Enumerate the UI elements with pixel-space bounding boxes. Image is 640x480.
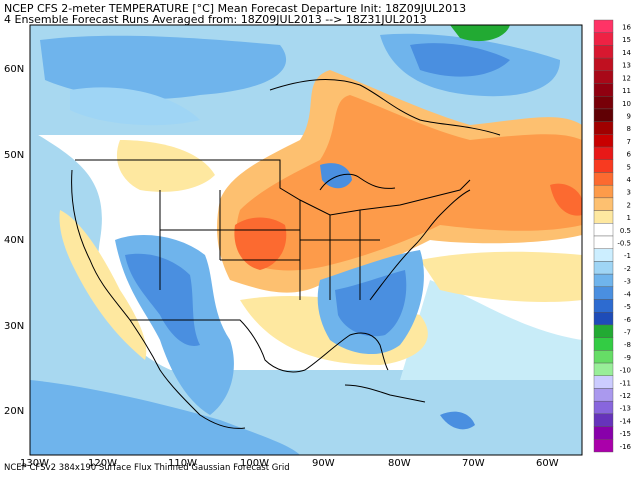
lon-label: 70W xyxy=(462,458,485,469)
colorbar-swatch xyxy=(593,159,614,173)
colorbar-swatch xyxy=(593,235,614,249)
colorbar-label: 11 xyxy=(622,87,631,95)
map-frame xyxy=(29,24,583,456)
colorbar-swatch xyxy=(593,223,614,237)
anomaly-field xyxy=(30,25,582,455)
colorbar-label: -10 xyxy=(620,367,631,375)
colorbar-swatch xyxy=(593,210,614,224)
colorbar-label: -4 xyxy=(624,290,632,298)
lat-label: 60N xyxy=(4,64,24,75)
colorbar-swatch xyxy=(593,146,614,160)
colorbar-swatch xyxy=(593,83,614,97)
colorbar-label: -7 xyxy=(624,328,631,336)
colorbar-label: 8 xyxy=(627,125,631,133)
colorbar-swatch xyxy=(593,248,614,262)
colorbar-swatch xyxy=(593,197,614,211)
colorbar-swatch xyxy=(593,426,614,440)
colorbar-label: -3 xyxy=(624,278,631,286)
colorbar-label: -11 xyxy=(620,379,631,387)
lon-label: 100W xyxy=(240,458,269,469)
colorbar-swatch xyxy=(593,121,614,135)
colorbar-swatch xyxy=(593,70,614,84)
colorbar-label: 0.5 xyxy=(620,227,631,235)
colorbar-label: 13 xyxy=(622,62,631,70)
colorbar-swatch xyxy=(593,324,614,338)
lon-label: 110W xyxy=(168,458,197,469)
colorbar-label: -5 xyxy=(624,303,631,311)
colorbar-label: 14 xyxy=(622,49,631,57)
colorbar-swatch xyxy=(593,273,614,288)
colorbar-swatch xyxy=(593,96,614,110)
lon-label: 60W xyxy=(536,458,559,469)
colorbar-label: -14 xyxy=(620,417,632,425)
colorbar-label: -1 xyxy=(624,252,631,260)
colorbar-swatch xyxy=(593,134,614,148)
lat-label: 40N xyxy=(4,235,24,246)
lat-label: 20N xyxy=(4,406,24,417)
colorbar-swatch xyxy=(593,375,614,389)
colorbar-swatch xyxy=(593,261,614,275)
colorbar-label: 5 xyxy=(627,163,631,171)
colorbar-swatch xyxy=(593,286,614,300)
lon-label: 90W xyxy=(312,458,335,469)
colorbar-swatch xyxy=(593,32,614,46)
colorbar-label: -13 xyxy=(620,405,631,413)
colorbar-label: -0.5 xyxy=(617,240,631,248)
colorbar-label: 12 xyxy=(622,74,631,82)
colorbar-label: -6 xyxy=(624,316,632,324)
colorbar: 16 15 14 13 12 11 10 9 8 7 6 5 4 3 2 1 0.5 -0.5 -1 -2 -3 -4 -5… xyxy=(593,19,632,453)
colorbar-label: 16 xyxy=(622,24,631,32)
map-subtitle: 4 Ensemble Forecast Runs Averaged from: … xyxy=(4,13,427,26)
colorbar-label: -12 xyxy=(620,392,631,400)
colorbar-swatch xyxy=(593,57,614,72)
colorbar-swatch xyxy=(593,184,614,199)
lat-label: 30N xyxy=(4,321,24,332)
colorbar-label: 1 xyxy=(627,214,631,222)
colorbar-label: 7 xyxy=(627,138,631,146)
colorbar-label: 10 xyxy=(622,100,631,108)
colorbar-swatch xyxy=(593,350,614,364)
colorbar-label: 9 xyxy=(627,112,631,120)
colorbar-label: -16 xyxy=(620,443,632,451)
colorbar-swatch xyxy=(593,19,614,33)
colorbar-label: 3 xyxy=(627,189,631,197)
colorbar-swatch xyxy=(593,439,614,453)
axis-labels: 130W 120W 110W 100W 90W 80W 70W 60W 60N … xyxy=(4,64,559,469)
colorbar-label: 2 xyxy=(627,201,631,209)
colorbar-swatch xyxy=(593,362,614,376)
colorbar-swatch xyxy=(593,45,614,59)
colorbar-label: -2 xyxy=(624,265,631,273)
colorbar-label: 15 xyxy=(622,36,631,44)
grid-footnote: NCEP CFSv2 384x190 Surface Flux Thinned … xyxy=(4,463,290,473)
colorbar-swatch xyxy=(593,312,614,326)
colorbar-label: 6 xyxy=(627,151,632,159)
colorbar-label: -8 xyxy=(624,341,631,349)
lon-label: 80W xyxy=(388,458,411,469)
colorbar-swatch xyxy=(593,400,614,415)
colorbar-swatch xyxy=(593,299,614,313)
colorbar-swatch xyxy=(593,337,614,351)
colorbar-label: -15 xyxy=(620,430,631,438)
colorbar-swatch xyxy=(593,172,614,186)
lat-label: 50N xyxy=(4,150,24,161)
colorbar-label: -9 xyxy=(624,354,631,362)
colorbar-swatch xyxy=(593,108,614,122)
lon-label: 120W xyxy=(88,458,117,469)
colorbar-label: 4 xyxy=(627,176,632,184)
map-title: NCEP CFS 2-meter TEMPERATURE [°C] Mean F… xyxy=(4,2,467,15)
colorbar-swatch xyxy=(593,413,614,427)
colorbar-swatch xyxy=(593,388,614,402)
lon-label: 130W xyxy=(20,458,49,469)
coastline-borders xyxy=(71,79,501,429)
